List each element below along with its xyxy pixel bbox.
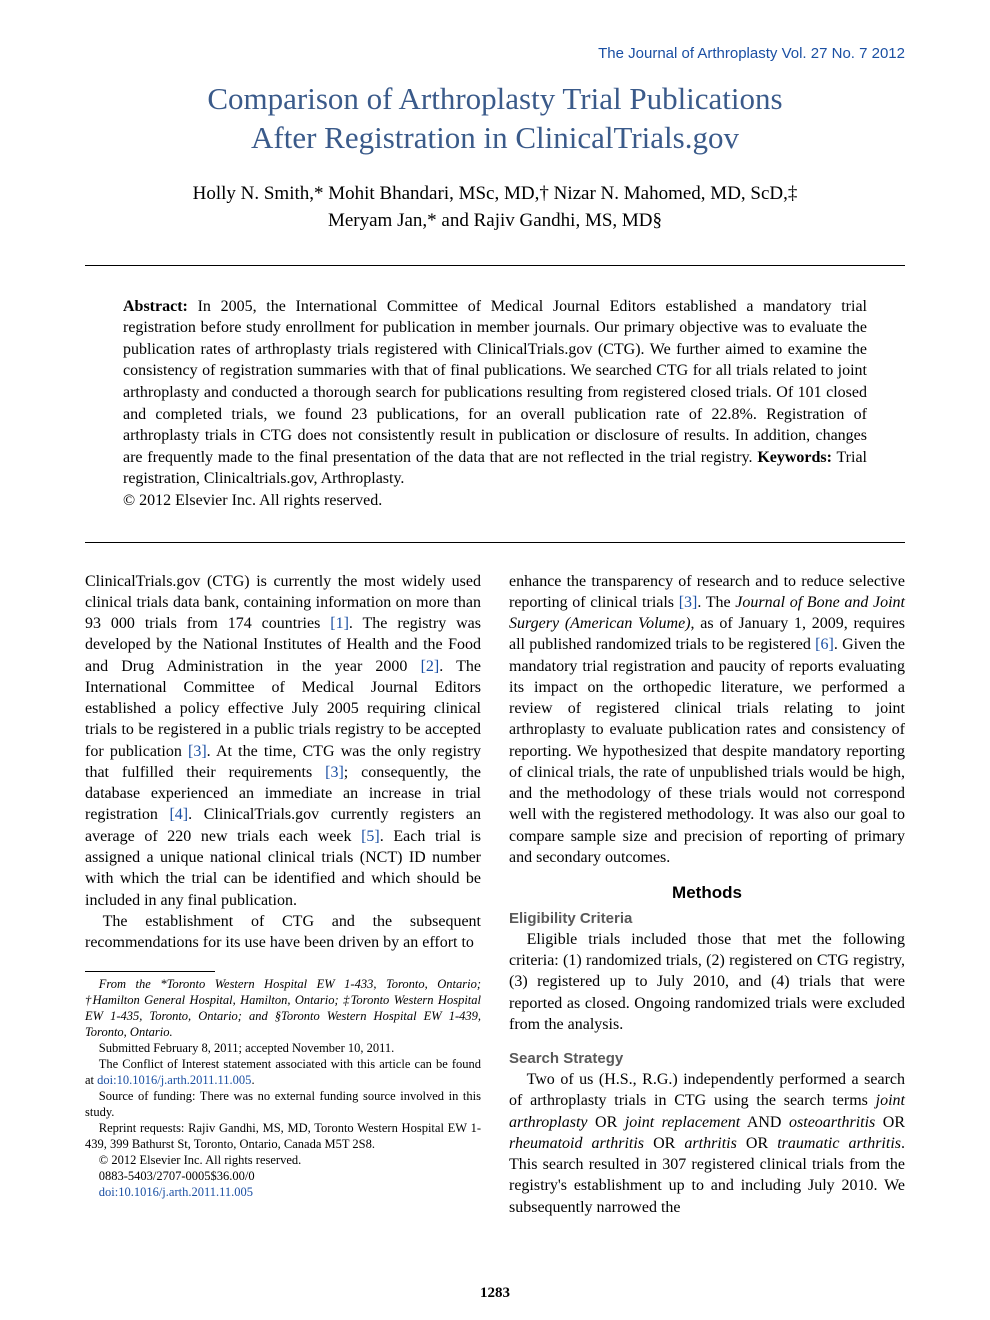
search-term: osteoarthritis (789, 1114, 875, 1131)
bottom-rule (85, 542, 905, 543)
doi-link[interactable]: doi:10.1016/j.arth.2011.11.005 (99, 1185, 253, 1199)
affil-text: From the *Toronto Western Hospital EW 1-… (85, 977, 481, 1039)
abstract-label: Abstract: (123, 298, 188, 315)
text: OR (737, 1135, 777, 1152)
authors-line-1: Holly N. Smith,* Mohit Bhandari, MSc, MD… (193, 183, 798, 204)
journal-header: The Journal of Arthroplasty Vol. 27 No. … (85, 45, 905, 62)
footnote-funding: Source of funding: There was no external… (85, 1088, 481, 1120)
search-term: joint replacement (625, 1114, 740, 1131)
citation-3[interactable]: [3] (188, 743, 207, 760)
footnotes-block: From the *Toronto Western Hospital EW 1-… (85, 976, 481, 1200)
title-line-2: After Registration in ClinicalTrials.gov (251, 120, 739, 155)
abstract-body: In 2005, the International Committee of … (123, 298, 867, 466)
abstract-copyright: © 2012 Elsevier Inc. All rights reserved… (123, 492, 382, 509)
right-column: enhance the transparency of research and… (509, 571, 905, 1218)
citation-2[interactable]: [2] (421, 658, 440, 675)
footnote-coi: The Conflict of Interest statement assoc… (85, 1056, 481, 1088)
footnote-submitted: Submitted February 8, 2011; accepted Nov… (85, 1040, 481, 1056)
eligibility-paragraph: Eligible trials included those that met … (509, 929, 905, 1035)
keywords-label: Keywords: (757, 449, 832, 466)
text: . Given the mandatory trial registration… (509, 636, 905, 866)
citation-6[interactable]: [6] (815, 636, 834, 653)
citation-3c[interactable]: [3] (679, 594, 698, 611)
top-rule (85, 265, 905, 266)
text: Two of us (H.S., R.G.) independently per… (509, 1071, 905, 1109)
footnote-rule (85, 971, 215, 972)
article-title: Comparison of Arthroplasty Trial Publica… (85, 80, 905, 158)
left-column: ClinicalTrials.gov (CTG) is currently th… (85, 571, 481, 1218)
text: . (251, 1073, 254, 1087)
footnote-doi: doi:10.1016/j.arth.2011.11.005 (85, 1184, 481, 1200)
abstract-block: Abstract: In 2005, the International Com… (123, 296, 867, 512)
search-term: arthritis (684, 1135, 736, 1152)
text: AND (740, 1114, 789, 1131)
text: . The (697, 594, 735, 611)
body-columns: ClinicalTrials.gov (CTG) is currently th… (85, 571, 905, 1218)
author-list: Holly N. Smith,* Mohit Bhandari, MSc, MD… (85, 180, 905, 235)
methods-heading: Methods (509, 882, 905, 905)
intro-paragraph-1: ClinicalTrials.gov (CTG) is currently th… (85, 571, 481, 911)
eligibility-heading: Eligibility Criteria (509, 909, 905, 929)
journal-page: The Journal of Arthroplasty Vol. 27 No. … (0, 0, 990, 1320)
intro-paragraph-2: The establishment of CTG and the subsequ… (85, 911, 481, 954)
footnote-issn: 0883-5403/2707-0005$36.00/0 (85, 1168, 481, 1184)
footnote-affiliations: From the *Toronto Western Hospital EW 1-… (85, 976, 481, 1040)
text: OR (588, 1114, 625, 1131)
authors-line-2: Meryam Jan,* and Rajiv Gandhi, MS, MD§ (328, 210, 662, 231)
citation-3b[interactable]: [3] (325, 764, 344, 781)
search-strategy-heading: Search Strategy (509, 1049, 905, 1069)
citation-1[interactable]: [1] (330, 615, 349, 632)
title-line-1: Comparison of Arthroplasty Trial Publica… (207, 81, 782, 116)
search-term: traumatic arthritis (777, 1135, 901, 1152)
coi-doi-link[interactable]: doi:10.1016/j.arth.2011.11.005 (97, 1073, 251, 1087)
citation-5[interactable]: [5] (361, 828, 380, 845)
search-strategy-paragraph: Two of us (H.S., R.G.) independently per… (509, 1069, 905, 1218)
search-term: rheumatoid arthritis (509, 1135, 644, 1152)
text: OR (644, 1135, 684, 1152)
intro-paragraph-2-cont: enhance the transparency of research and… (509, 571, 905, 869)
text: OR (875, 1114, 905, 1131)
footnote-copyright: © 2012 Elsevier Inc. All rights reserved… (85, 1152, 481, 1168)
page-number: 1283 (0, 1285, 990, 1302)
footnote-reprint: Reprint requests: Rajiv Gandhi, MS, MD, … (85, 1120, 481, 1152)
citation-4[interactable]: [4] (169, 806, 188, 823)
